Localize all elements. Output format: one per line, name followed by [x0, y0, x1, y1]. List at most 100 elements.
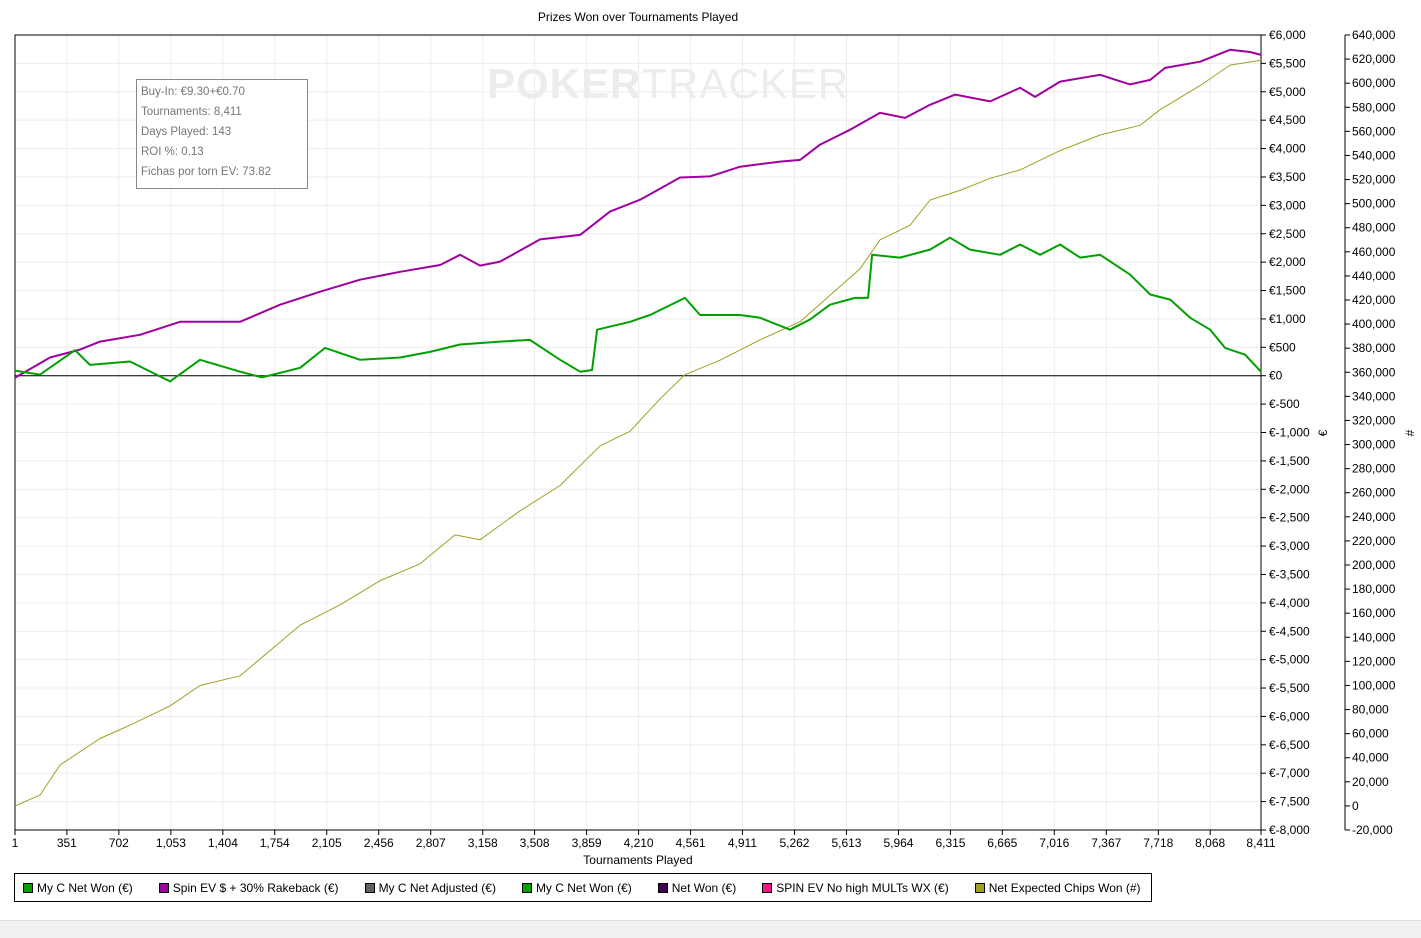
y-left-tick-label: €-6,000	[1269, 709, 1310, 723]
y-right-tick-label: 120,000	[1352, 654, 1396, 668]
y-right-tick-label: 220,000	[1352, 534, 1396, 548]
y-right-tick-label: -20,000	[1352, 823, 1393, 837]
y-right-tick-label: 580,000	[1352, 100, 1396, 114]
x-tick-label: 3,859	[572, 836, 602, 850]
y-right-tick-label: 320,000	[1352, 413, 1396, 427]
y-left-tick-label: €5,500	[1269, 56, 1306, 70]
legend-label: My C Net Adjusted (€)	[379, 881, 496, 895]
y-right-tick-label: 600,000	[1352, 76, 1396, 90]
stats-info-box: Buy-In: €9.30+€0.70 Tournaments: 8,411 D…	[136, 79, 308, 189]
legend-label: My C Net Won (€)	[37, 881, 133, 895]
y-left-tick-label: €3,500	[1269, 170, 1306, 184]
y-left-tick-label: €-5,000	[1269, 653, 1310, 667]
y-left-tick-label: €2,000	[1269, 255, 1306, 269]
y-left-tick-label: €-3,000	[1269, 539, 1310, 553]
y-right-axis-label: #	[1403, 429, 1417, 436]
x-tick-label: 2,105	[312, 836, 342, 850]
y-right-tick-label: 100,000	[1352, 678, 1396, 692]
x-tick-label: 4,561	[676, 836, 706, 850]
y-left-tick-label: €-2,000	[1269, 482, 1310, 496]
legend-swatch	[159, 883, 169, 893]
y-right-tick-label: 540,000	[1352, 148, 1396, 162]
y-right-tick-label: 340,000	[1352, 389, 1396, 403]
x-tick-label: 8,411	[1246, 836, 1275, 850]
info-chips-per-tourney: Fichas por torn EV: 73.82	[137, 162, 307, 182]
info-days-played: Days Played: 143	[137, 122, 307, 142]
legend-label: Net Won (€)	[672, 881, 736, 895]
y-left-tick-label: €1,000	[1269, 312, 1306, 326]
y-left-tick-label: €-6,500	[1269, 738, 1310, 752]
y-right-tick-label: 380,000	[1352, 341, 1396, 355]
y-right-tick-label: 500,000	[1352, 197, 1396, 211]
y-right-tick-label: 360,000	[1352, 365, 1396, 379]
x-tick-label: 6,315	[935, 836, 965, 850]
legend-item: Net Won (€)	[658, 881, 736, 895]
x-tick-label: 2,456	[364, 836, 394, 850]
x-tick-label: 1,053	[156, 836, 186, 850]
x-tick-label: 1	[12, 836, 19, 850]
x-tick-label: 5,262	[779, 836, 809, 850]
y-left-tick-label: €-8,000	[1269, 823, 1310, 837]
y-right-tick-label: 200,000	[1352, 558, 1396, 572]
x-tick-label: 702	[109, 836, 129, 850]
y-right-tick-label: 480,000	[1352, 221, 1396, 235]
legend-swatch	[23, 883, 33, 893]
info-roi: ROI %: 0.13	[137, 142, 307, 162]
y-right-tick-label: 40,000	[1352, 751, 1389, 765]
legend-item: SPIN EV No high MULTs WX (€)	[762, 881, 949, 895]
y-left-tick-label: €1,500	[1269, 284, 1306, 298]
y-left-tick-label: €500	[1269, 340, 1296, 354]
y-left-tick-label: €-500	[1269, 397, 1300, 411]
status-bar	[0, 920, 1421, 938]
x-tick-label: 4,911	[728, 836, 757, 850]
y-right-tick-label: 60,000	[1352, 727, 1389, 741]
legend-label: SPIN EV No high MULTs WX (€)	[776, 881, 949, 895]
y-right-tick-label: 420,000	[1352, 293, 1396, 307]
y-right-tick-label: 520,000	[1352, 173, 1396, 187]
y-right-tick-label: 280,000	[1352, 462, 1396, 476]
y-left-tick-label: €-5,500	[1269, 681, 1310, 695]
x-tick-label: 6,665	[987, 836, 1017, 850]
y-right-tick-label: 140,000	[1352, 630, 1396, 644]
x-tick-label: 1,404	[208, 836, 238, 850]
y-right-tick-label: 440,000	[1352, 269, 1396, 283]
y-left-tick-label: €4,000	[1269, 142, 1306, 156]
y-left-tick-label: €3,000	[1269, 198, 1306, 212]
y-right-tick-label: 640,000	[1352, 28, 1396, 42]
x-tick-label: 1,754	[260, 836, 290, 850]
y-right-tick-label: 180,000	[1352, 582, 1396, 596]
y-left-tick-label: €-7,000	[1269, 766, 1310, 780]
y-right-tick-label: 80,000	[1352, 703, 1389, 717]
x-tick-label: 7,718	[1143, 836, 1173, 850]
x-tick-label: 351	[57, 836, 77, 850]
y-left-tick-label: €-4,500	[1269, 624, 1310, 638]
y-left-tick-label: €4,500	[1269, 113, 1306, 127]
x-axis-label: Tournaments Played	[583, 853, 692, 867]
y-right-tick-label: 240,000	[1352, 510, 1396, 524]
chart-legend: My C Net Won (€) Spin EV $ + 30% Rakeback…	[14, 873, 1152, 902]
x-tick-label: 3,158	[468, 836, 498, 850]
legend-label: Net Expected Chips Won (#)	[989, 881, 1141, 895]
y-right-tick-label: 620,000	[1352, 52, 1396, 66]
legend-swatch	[975, 883, 985, 893]
legend-label: Spin EV $ + 30% Rakeback (€)	[173, 881, 339, 895]
y-right-tick-label: 20,000	[1352, 775, 1389, 789]
legend-item: Spin EV $ + 30% Rakeback (€)	[159, 881, 339, 895]
y-right-tick-label: 260,000	[1352, 486, 1396, 500]
legend-item: Net Expected Chips Won (#)	[975, 881, 1141, 895]
y-right-tick-label: 560,000	[1352, 124, 1396, 138]
y-right-tick-label: 160,000	[1352, 606, 1396, 620]
legend-item: My C Net Adjusted (€)	[365, 881, 496, 895]
x-tick-label: 5,964	[883, 836, 913, 850]
y-left-tick-label: €-7,500	[1269, 795, 1310, 809]
x-tick-label: 7,016	[1039, 836, 1069, 850]
x-tick-label: 5,613	[831, 836, 861, 850]
x-tick-label: 2,807	[416, 836, 446, 850]
series-line-0	[15, 238, 1261, 382]
y-left-tick-label: €-1,500	[1269, 454, 1310, 468]
y-left-tick-label: €-1,000	[1269, 426, 1310, 440]
legend-item: My C Net Won (€)	[23, 881, 133, 895]
y-left-tick-label: €0	[1269, 369, 1283, 383]
legend-swatch	[658, 883, 668, 893]
info-buy-in: Buy-In: €9.30+€0.70	[137, 82, 307, 102]
